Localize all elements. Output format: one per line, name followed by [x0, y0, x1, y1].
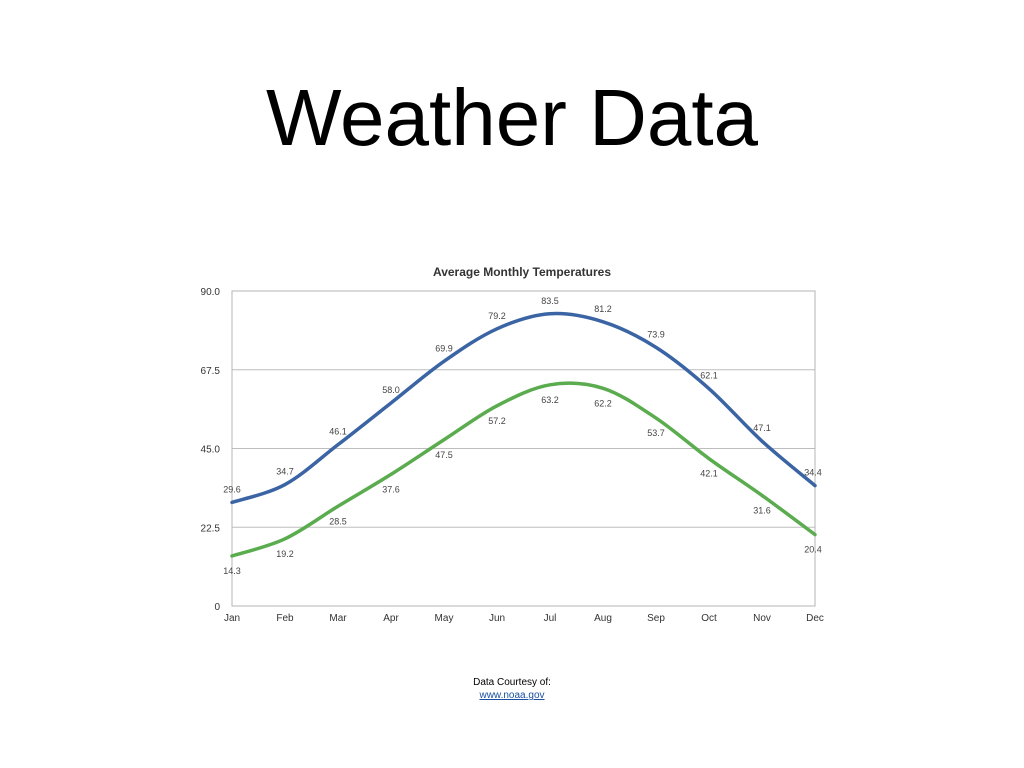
- x-tick-label: Oct: [701, 613, 717, 624]
- data-label: 79.2: [488, 311, 506, 321]
- data-label: 62.1: [700, 371, 718, 381]
- data-label: 63.2: [541, 395, 559, 405]
- data-label: 47.5: [435, 450, 453, 460]
- data-label: 29.6: [223, 484, 241, 494]
- x-tick-label: Sep: [647, 613, 665, 624]
- data-label: 47.1: [753, 423, 771, 433]
- y-tick-label: 45.0: [201, 445, 221, 456]
- data-label: 34.4: [804, 468, 822, 478]
- data-label: 58.0: [382, 385, 400, 395]
- x-tick-label: May: [435, 613, 454, 624]
- x-tick-label: Feb: [276, 613, 294, 624]
- data-label: 57.2: [488, 416, 506, 426]
- axes: 0 22.5 45.0 67.5 90.0 Jan Feb Mar Apr May Jun Jul Au…: [201, 287, 824, 624]
- data-label: 37.6: [382, 484, 400, 494]
- data-label: 31.6: [753, 505, 771, 515]
- data-label: 19.2: [276, 549, 294, 559]
- data-credit: Data Courtesy of: www.noaa.gov: [0, 676, 1024, 702]
- data-label: 62.2: [594, 398, 612, 408]
- data-label: 81.2: [594, 304, 612, 314]
- chart-title: Average Monthly Temperatures: [433, 265, 611, 279]
- x-tick-label: Dec: [806, 613, 824, 624]
- series-lines: [230, 311, 817, 558]
- x-tick-label: Aug: [594, 613, 612, 624]
- x-tick-label: Nov: [753, 613, 771, 624]
- data-label: 83.5: [541, 296, 559, 306]
- x-tick-label: Jan: [224, 613, 240, 624]
- y-tick-label: 22.5: [201, 523, 221, 534]
- x-tick-label: Mar: [329, 613, 347, 624]
- y-tick-label: 90.0: [201, 287, 221, 298]
- data-label: 46.1: [329, 427, 347, 437]
- data-label: 14.3: [223, 566, 241, 576]
- data-label: 28.5: [329, 516, 347, 526]
- grid-lines: [232, 290, 815, 607]
- data-label: 73.9: [647, 329, 665, 339]
- plot-frame: [231, 290, 816, 607]
- data-labels: 29.6 34.7 46.1 58.0 69.9 79.2 83.5 81.2 73.9 62.1…: [223, 296, 822, 576]
- credit-text: Data Courtesy of:: [473, 677, 551, 688]
- series-line-2: [230, 381, 817, 558]
- data-label: 20.4: [804, 545, 822, 555]
- y-tick-label: 67.5: [201, 366, 221, 377]
- x-tick-label: Jul: [544, 613, 557, 624]
- series-line-1: [230, 311, 817, 505]
- x-tick-label: Apr: [383, 613, 399, 624]
- slide-title: Weather Data: [265, 73, 759, 162]
- y-tick-label: 0: [214, 602, 220, 613]
- data-label: 42.1: [700, 469, 718, 479]
- data-label: 53.7: [647, 428, 665, 438]
- noaa-link[interactable]: www.noaa.gov: [479, 690, 545, 701]
- x-tick-label: Jun: [489, 613, 505, 624]
- data-label: 34.7: [276, 467, 294, 477]
- data-label: 69.9: [435, 343, 453, 353]
